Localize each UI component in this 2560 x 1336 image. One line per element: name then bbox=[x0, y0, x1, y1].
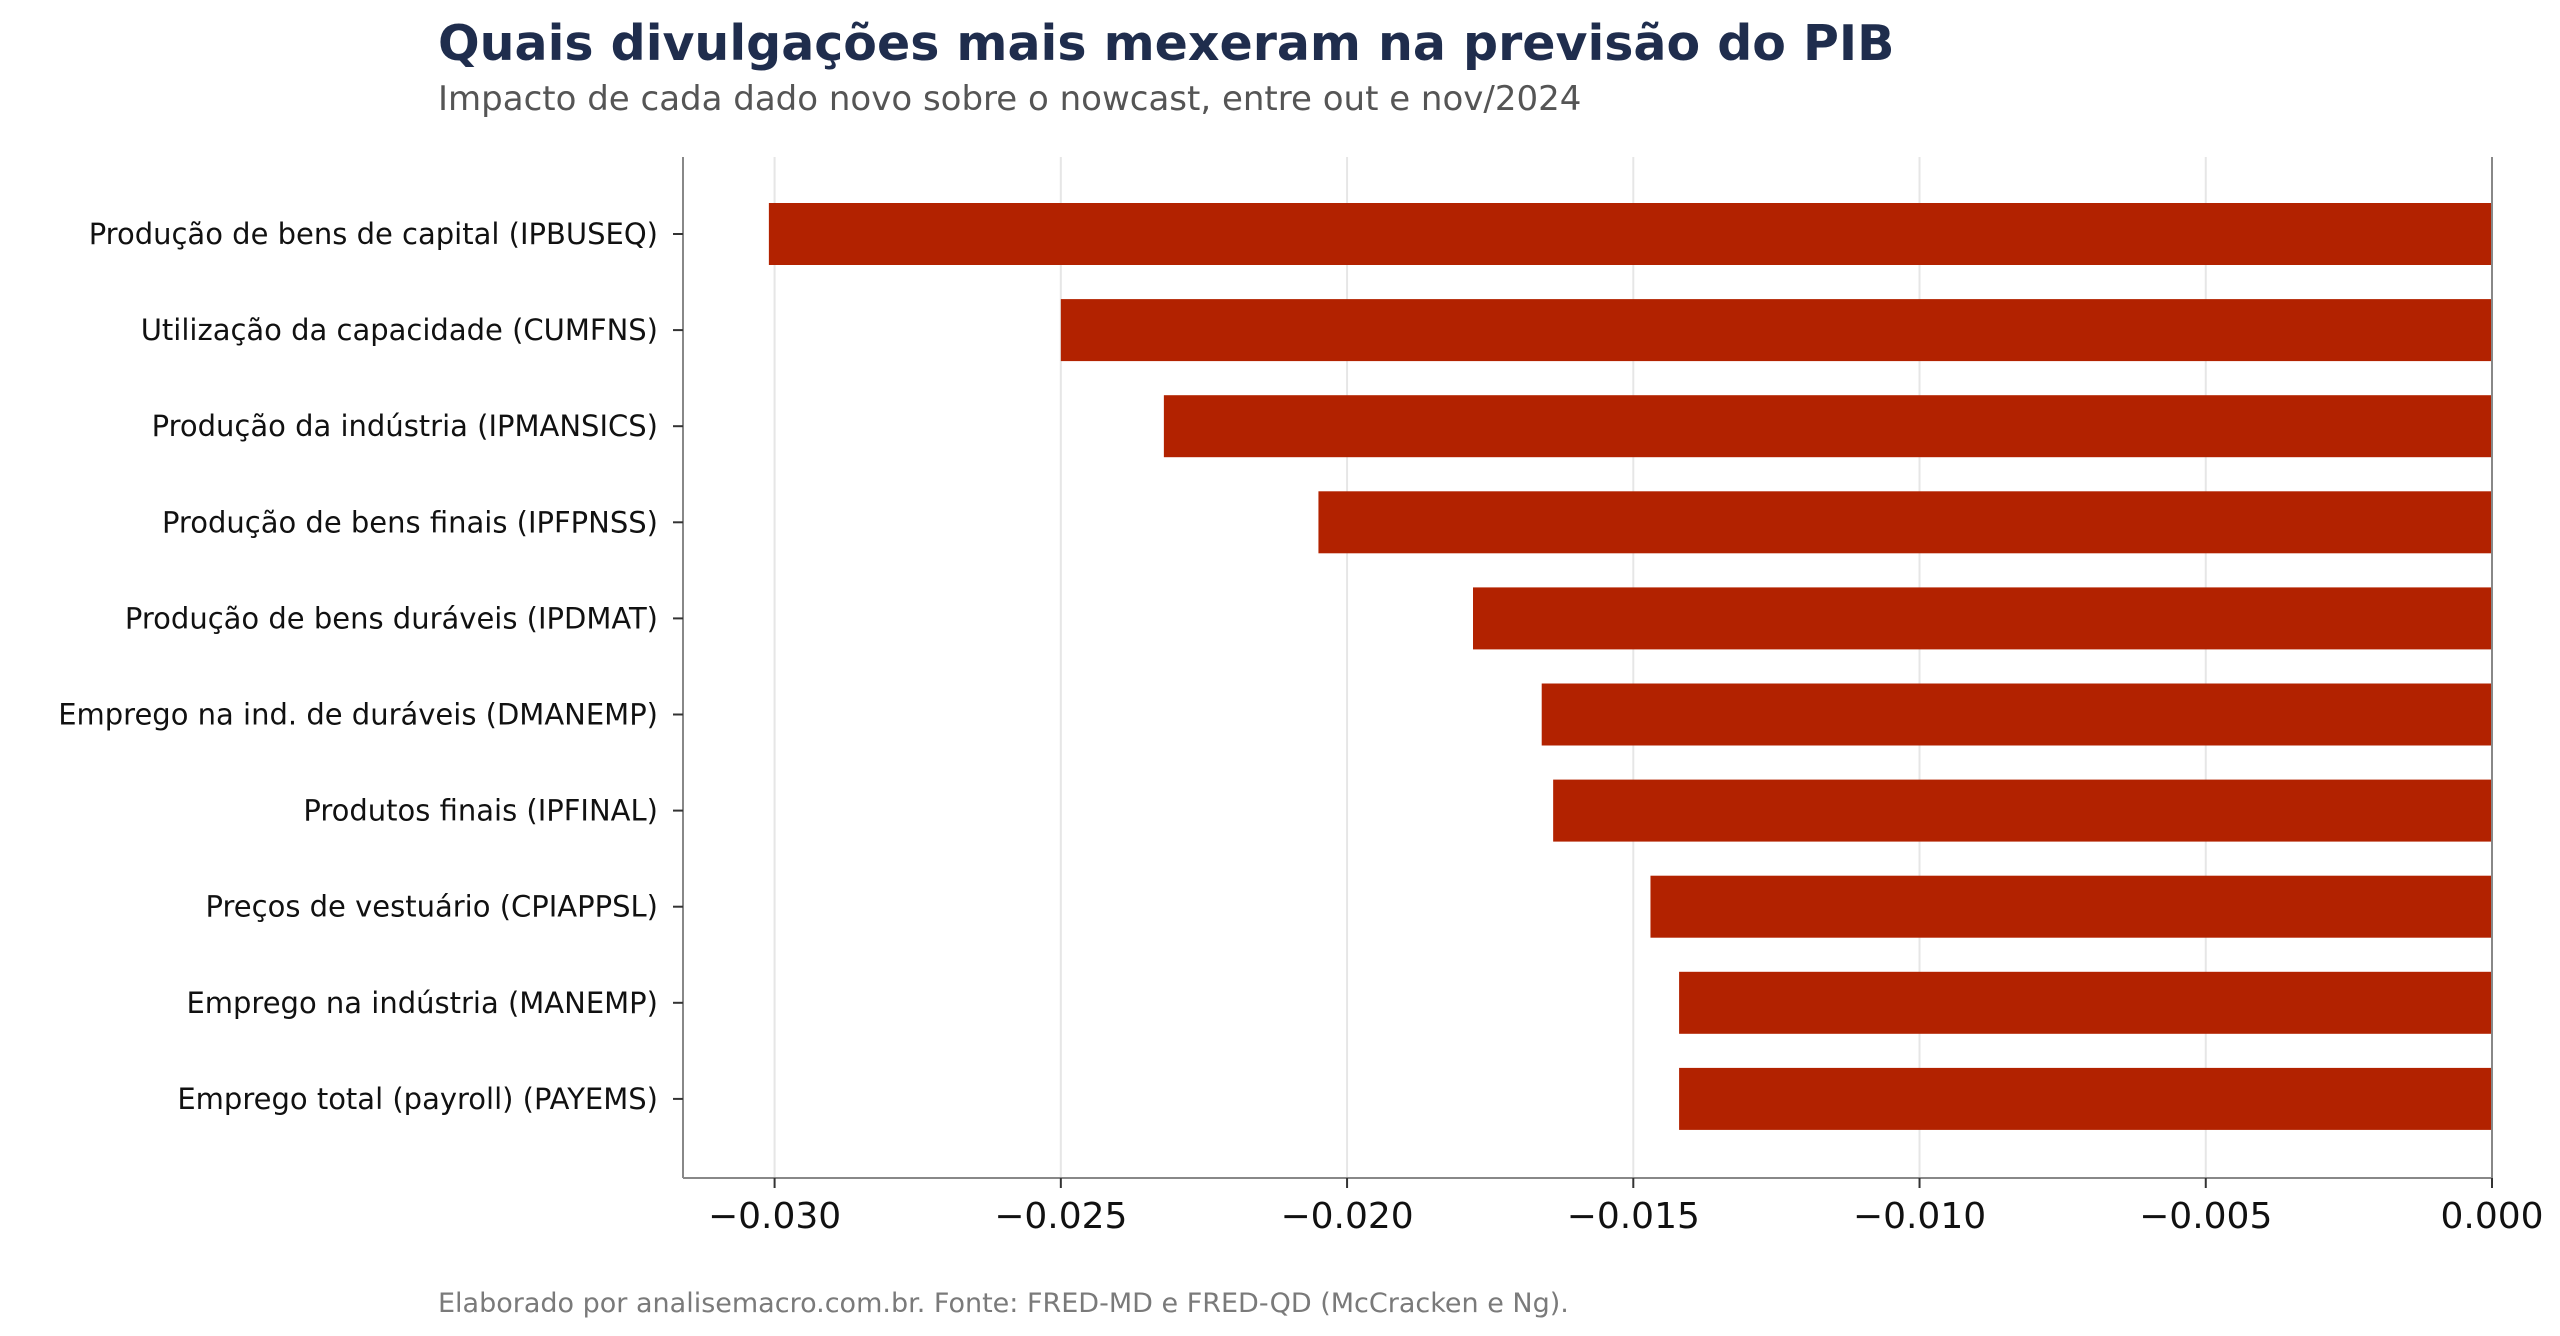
bar bbox=[1060, 299, 2492, 362]
bar bbox=[768, 203, 2492, 265]
category-label: Produção de bens finais (IPFPNSS) bbox=[162, 505, 658, 539]
x-tick-label: −0.015 bbox=[1567, 1196, 1700, 1237]
x-tick-label: −0.020 bbox=[1280, 1196, 1413, 1237]
chart-subtitle: Impacto de cada dado novo sobre o nowcas… bbox=[438, 79, 1581, 119]
category-label: Produção de bens duráveis (IPDMAT) bbox=[125, 601, 658, 635]
chart-title: Quais divulgações mais mexeram na previs… bbox=[438, 15, 1895, 72]
category-label: Preços de vestuário (CPIAPPSL) bbox=[206, 890, 658, 924]
chart-caption: Elaborado por analisemacro.com.br. Fonte… bbox=[438, 1288, 1569, 1319]
category-label: Emprego na ind. de duráveis (DMANEMP) bbox=[58, 698, 658, 732]
category-label: Emprego total (payroll) (PAYEMS) bbox=[177, 1082, 658, 1116]
category-labels: Produção de bens de capital (IPBUSEQ) Uti… bbox=[58, 217, 658, 1116]
x-tick-label: −0.010 bbox=[1853, 1196, 1986, 1237]
category-label: Utilização da capacidade (CUMFNS) bbox=[141, 313, 658, 347]
category-label: Produção da indústria (IPMANSICS) bbox=[152, 409, 658, 443]
bar bbox=[1679, 971, 2492, 1034]
category-label: Produtos finais (IPFINAL) bbox=[303, 794, 658, 828]
bar bbox=[1541, 683, 2492, 746]
bar bbox=[1553, 779, 2492, 842]
x-tick-label: −0.030 bbox=[708, 1196, 841, 1237]
bar bbox=[1650, 875, 2492, 938]
bar bbox=[1163, 395, 2492, 458]
axes bbox=[673, 157, 2493, 1188]
x-tick-label: 0.000 bbox=[2440, 1196, 2543, 1237]
bar bbox=[1473, 587, 2492, 650]
bar bbox=[1318, 491, 2492, 554]
bars bbox=[768, 203, 2492, 1130]
x-tick-label: −0.005 bbox=[2139, 1196, 2272, 1237]
category-label: Produção de bens de capital (IPBUSEQ) bbox=[89, 217, 658, 251]
bar bbox=[1679, 1067, 2492, 1130]
x-tick-label: −0.025 bbox=[994, 1196, 1127, 1237]
category-label: Emprego na indústria (MANEMP) bbox=[186, 986, 658, 1020]
x-tick-labels: −0.030 −0.025 −0.020 −0.015 −0.010 −0.005 0.00… bbox=[708, 1196, 2544, 1237]
